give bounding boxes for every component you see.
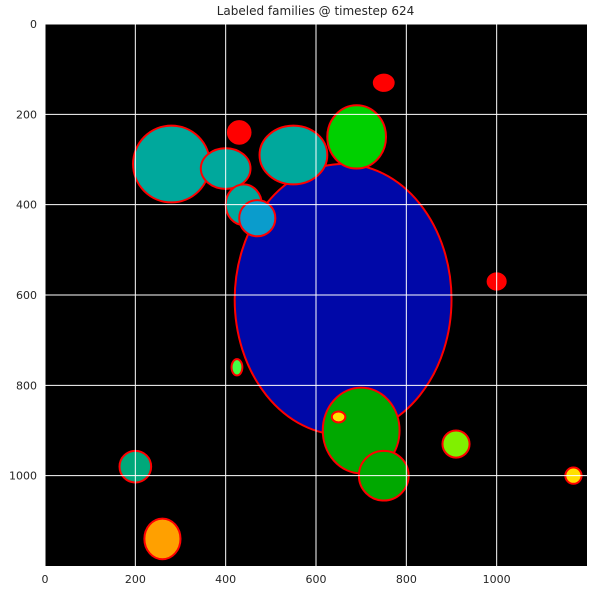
family-2-blob-0 [326,104,388,170]
y-tick-label: 200 [16,108,37,121]
chart-title: Labeled families @ timestep 624 [216,4,415,18]
y-tick-label: 600 [16,289,37,302]
y-tick-label: 0 [30,18,37,31]
family-1-blob-2 [258,124,329,186]
heatmap-plot [45,24,587,566]
y-tick-label: 800 [16,379,37,392]
y-tick-label: 400 [16,199,37,212]
family-10-blob-0 [230,358,244,377]
family-4-blob-0 [238,199,277,238]
x-tick-label: 0 [42,573,49,586]
family-5-blob-1 [372,73,395,92]
family-8-blob-0 [143,517,182,561]
x-tick-label: 600 [306,573,327,586]
x-tick-label: 800 [396,573,417,586]
family-9-blob-1 [330,410,347,424]
family-7-blob-0 [441,429,471,459]
x-tick-label: 400 [215,573,236,586]
family-blobs [118,73,583,561]
x-tick-label: 1000 [483,573,511,586]
x-tick-label: 200 [125,573,146,586]
grid-lines [45,24,587,566]
y-tick-label: 1000 [9,470,37,483]
family-5-blob-0 [226,120,252,145]
